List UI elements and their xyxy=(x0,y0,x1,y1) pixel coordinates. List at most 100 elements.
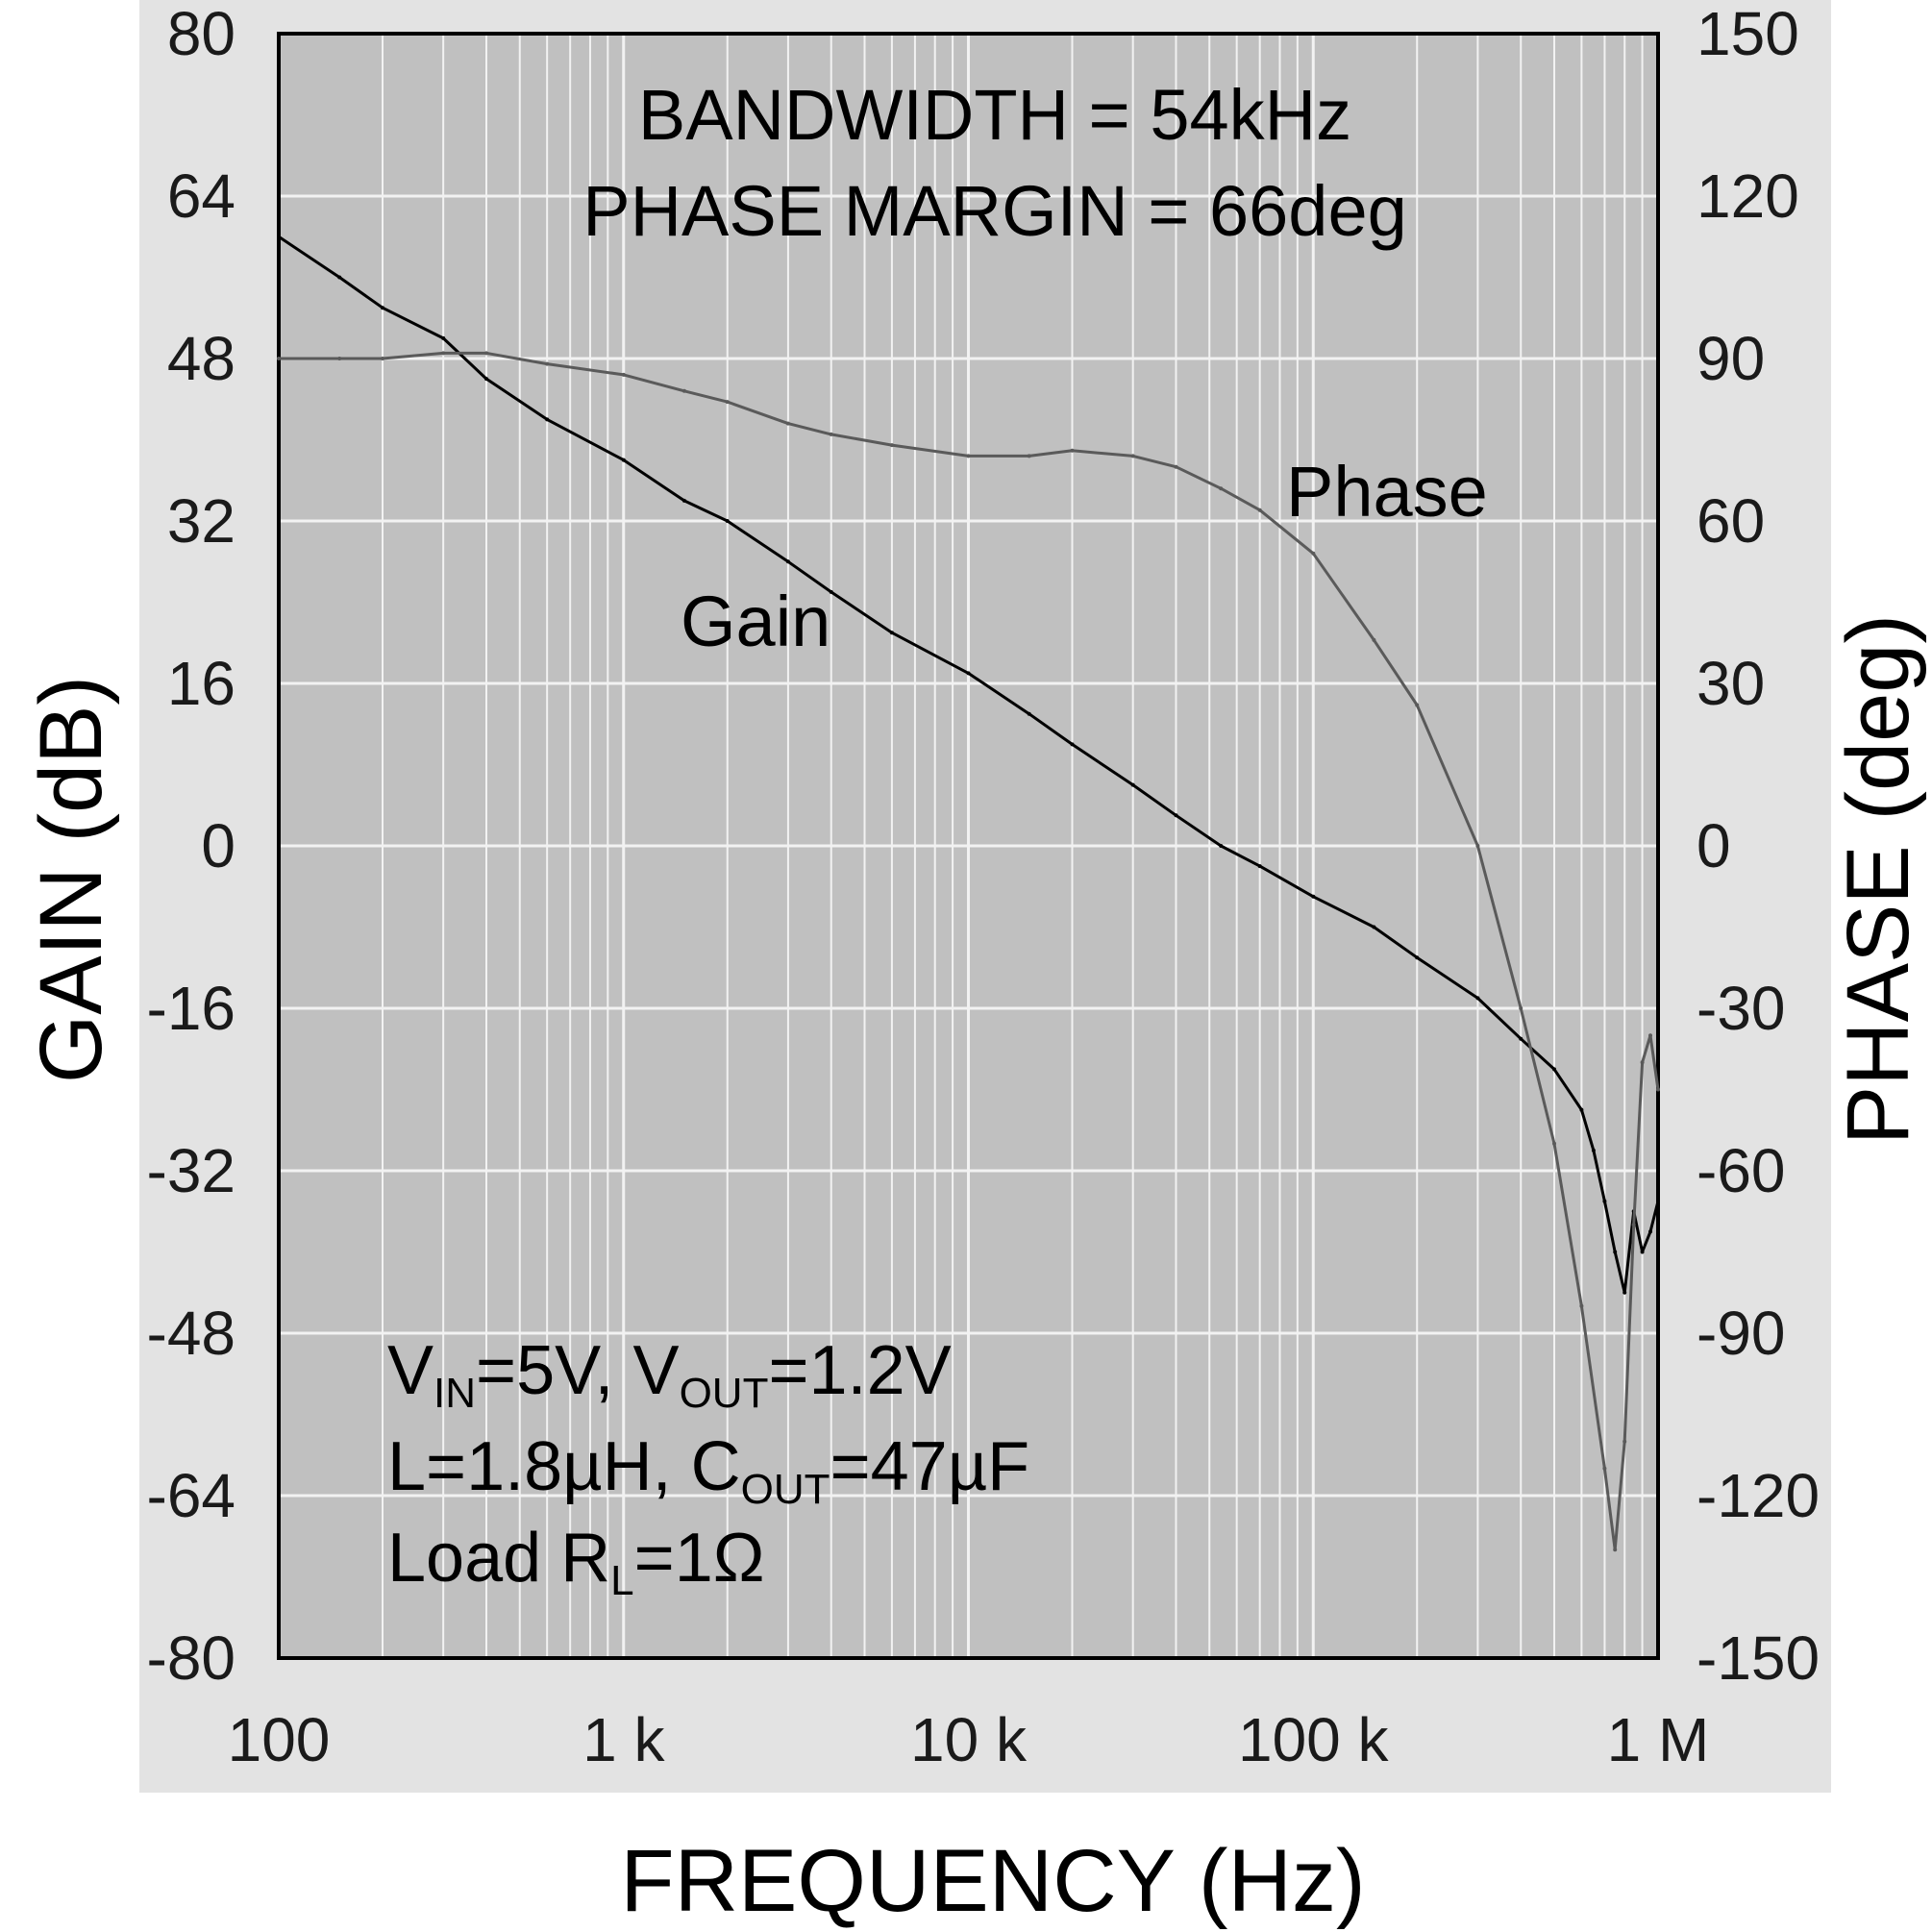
plot-border xyxy=(277,32,1660,1660)
gain-tick-label: -32 xyxy=(147,1136,236,1205)
gain-point xyxy=(1622,1290,1627,1295)
gain-point xyxy=(725,519,730,523)
condition-vin-vout: VIN=5V, VOUT=1.2V xyxy=(387,1332,952,1417)
condition-l-cout: L=1.8µH, COUT=47µF xyxy=(387,1428,1029,1513)
phase-point xyxy=(681,388,686,393)
gain-point xyxy=(785,559,790,564)
gain-point xyxy=(1372,925,1376,929)
gain-tick-label: 0 xyxy=(201,811,235,880)
gain-point xyxy=(681,498,686,503)
phase-point xyxy=(1656,1087,1660,1092)
phase-tick-label: -30 xyxy=(1697,974,1786,1043)
gain-point xyxy=(381,306,384,310)
phase-point xyxy=(621,372,626,377)
frequency-tick-label: 1 k xyxy=(582,1705,665,1774)
gain-axis-title: GAIN (dB) xyxy=(22,676,120,1083)
phase-point xyxy=(1622,1439,1627,1444)
gain-point xyxy=(337,275,342,280)
gain-point xyxy=(441,335,446,340)
phase-point xyxy=(1579,1303,1584,1308)
gain-point xyxy=(1174,813,1178,818)
gain-point xyxy=(1027,711,1031,716)
phase-point xyxy=(1311,551,1316,556)
phase-curve-label: Phase xyxy=(1286,452,1488,532)
phase-point xyxy=(1372,637,1376,642)
gain-point xyxy=(1519,1036,1523,1041)
gain-point xyxy=(1648,1229,1652,1234)
phase-point xyxy=(725,400,730,405)
phase-tick-label: -120 xyxy=(1697,1461,1820,1530)
gain-curve-label: Gain xyxy=(681,582,830,661)
gain-tick-label: 16 xyxy=(167,649,235,718)
gain-tick-label: -80 xyxy=(147,1623,236,1693)
gain-point xyxy=(829,589,833,594)
gain-point xyxy=(484,377,488,382)
gain-point xyxy=(1579,1107,1584,1112)
gain-point xyxy=(621,458,626,462)
phase-point xyxy=(1640,1060,1645,1065)
frequency-tick-label: 100 k xyxy=(1238,1705,1390,1774)
phase-point xyxy=(441,351,446,356)
frequency-tick-label: 10 k xyxy=(910,1705,1028,1774)
gain-point xyxy=(1591,1148,1596,1152)
phase-tick-label: 30 xyxy=(1697,649,1765,718)
phase-point xyxy=(484,351,488,356)
gain-tick-label: 48 xyxy=(167,324,235,393)
gain-point xyxy=(1656,1199,1660,1203)
phase-margin-annotation: PHASE MARGIN = 66deg xyxy=(582,171,1407,251)
gain-curve xyxy=(277,235,1660,1295)
phase-point xyxy=(337,357,342,360)
phase-point xyxy=(1257,508,1262,512)
tick-labels: 80 64 48 32 16 0 -16 -32 -48 -64 -80 150 120 90 60 30 0 -… xyxy=(147,0,1821,1774)
gain-tick-label: 64 xyxy=(167,161,235,231)
gain-point xyxy=(1640,1250,1645,1254)
gain-point xyxy=(545,417,550,422)
phase-point xyxy=(1552,1141,1556,1146)
phase-point xyxy=(1219,486,1224,491)
phase-tick-label: -60 xyxy=(1697,1136,1786,1205)
phase-axis-title: PHASE (deg) xyxy=(1829,614,1927,1145)
phase-point xyxy=(1648,1033,1652,1038)
phase-point xyxy=(966,454,971,458)
gain-tick-label: -48 xyxy=(147,1299,236,1368)
phase-point xyxy=(1027,454,1031,458)
phase-point xyxy=(889,443,894,448)
gain-point xyxy=(1602,1199,1607,1203)
gain-point xyxy=(1070,742,1075,747)
phase-point xyxy=(1070,448,1075,453)
phase-point xyxy=(1475,844,1480,848)
phase-tick-label: -90 xyxy=(1697,1299,1786,1368)
phase-tick-label: 60 xyxy=(1697,486,1765,556)
phase-tick-label: 120 xyxy=(1697,161,1799,231)
gain-point xyxy=(1475,996,1480,1001)
gain-point xyxy=(1311,894,1316,899)
condition-load: Load RL=1Ω xyxy=(387,1520,765,1604)
gain-point xyxy=(1613,1250,1618,1254)
phase-tick-label: 0 xyxy=(1697,811,1731,880)
gain-tick-label: 80 xyxy=(167,0,235,68)
gain-tick-label: -64 xyxy=(147,1461,236,1530)
phase-tick-label: 150 xyxy=(1697,0,1799,68)
phase-point xyxy=(1631,1223,1636,1227)
gain-point xyxy=(966,671,971,676)
gain-point xyxy=(1219,844,1224,848)
phase-point xyxy=(545,361,550,366)
frequency-tick-label: 1 M xyxy=(1607,1705,1710,1774)
phase-point xyxy=(381,357,384,360)
phase-point xyxy=(1519,1006,1523,1010)
series-layer xyxy=(277,235,1660,1552)
phase-point xyxy=(1613,1548,1618,1552)
gain-point xyxy=(1130,782,1135,787)
grid xyxy=(279,34,1658,1658)
phase-point xyxy=(277,357,281,360)
gain-tick-label: 32 xyxy=(167,486,235,556)
phase-tick-label: -150 xyxy=(1697,1623,1820,1693)
phase-point xyxy=(1130,454,1135,458)
frequency-tick-label: 100 xyxy=(228,1705,331,1774)
gain-point xyxy=(1415,955,1420,960)
gain-point xyxy=(1552,1067,1556,1072)
gain-tick-label: -16 xyxy=(147,974,236,1043)
bandwidth-annotation: BANDWIDTH = 54kHz xyxy=(638,75,1351,155)
phase-point xyxy=(1174,464,1178,469)
